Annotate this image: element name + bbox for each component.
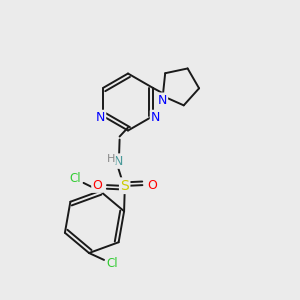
Text: N: N xyxy=(113,154,123,168)
Text: Cl: Cl xyxy=(106,257,118,270)
Text: N: N xyxy=(151,111,160,124)
Text: S: S xyxy=(120,179,129,193)
Text: N: N xyxy=(96,111,105,124)
Text: Cl: Cl xyxy=(70,172,81,185)
Text: O: O xyxy=(147,178,157,192)
Text: N: N xyxy=(158,94,167,107)
Text: H: H xyxy=(106,154,115,164)
Text: O: O xyxy=(92,178,102,192)
